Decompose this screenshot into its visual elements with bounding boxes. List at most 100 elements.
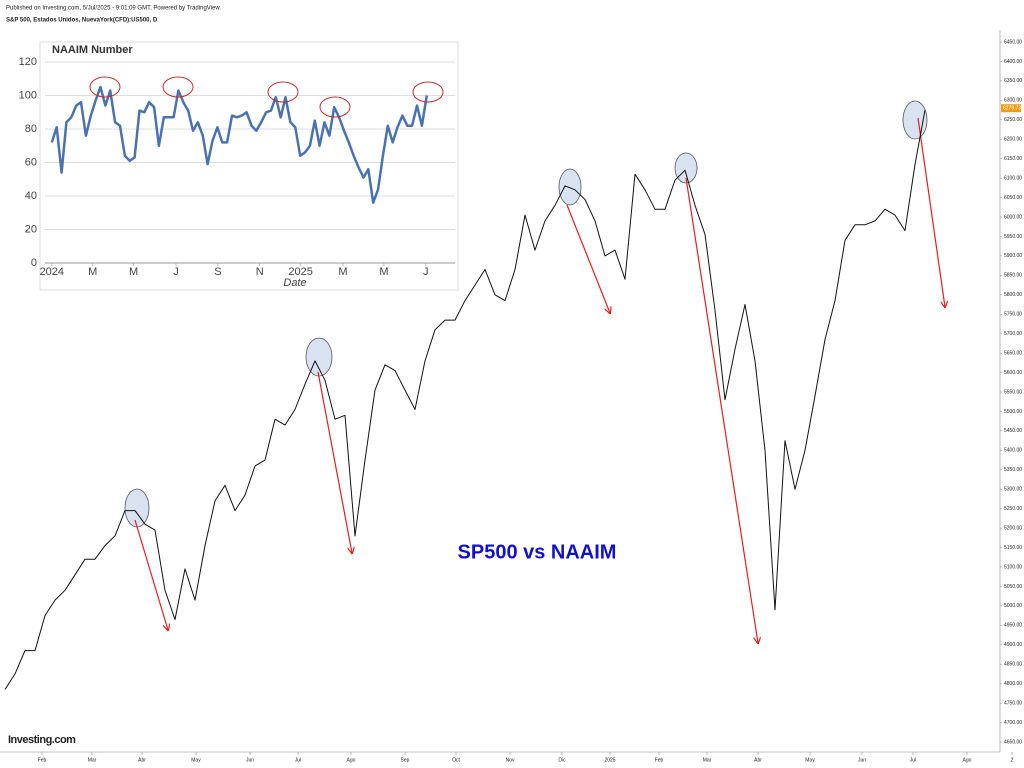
circle [412,81,444,103]
y-tick-label: 6100.00 [1004,175,1022,181]
x-tick-label: M [379,266,388,278]
price-line [4,110,926,690]
y-tick-label: 4750.00 [1004,700,1022,706]
x-tick-label: Ago [347,757,356,763]
y-tick-label: 5700.00 [1004,331,1022,337]
y-tick-label: 5650.00 [1004,350,1022,356]
y-tick-label: 5350.00 [1004,467,1022,473]
y-tick-label: 5900.00 [1004,253,1022,259]
x-tick-label: N [256,266,264,278]
price-tag-label: 6279.73 [1003,106,1021,112]
arrow [566,204,610,313]
circle [89,76,121,98]
annotation: SP500 vs NAAIM [458,541,617,563]
y-tick-label: 6050.00 [1004,195,1022,201]
y-tick-label: 60 [25,156,37,168]
y-tick-label: 5750.00 [1004,312,1022,318]
circle [162,76,194,98]
y-tick-label: 5150.00 [1004,545,1022,551]
y-tick-label: 5450.00 [1004,428,1022,434]
y-tick-label: 4950.00 [1004,623,1022,629]
x-tick-label: Abr [754,757,762,763]
y-tick-label: 40 [25,190,37,202]
x-tick-label: M [129,266,138,278]
x-tick-label: 2 [1011,757,1014,763]
x-axis-label: Date [283,277,306,289]
x-tick-label: Nov [506,757,515,763]
highlight [305,337,333,377]
y-tick-label: 5550.00 [1004,389,1022,395]
y-tick-label: 5200.00 [1004,525,1022,531]
circle [267,81,299,103]
x-tick-label: J [423,266,429,278]
price-tag [1001,104,1021,113]
y-tick-label: 5100.00 [1004,564,1022,570]
y-tick-label: 6300.00 [1004,98,1022,104]
highlight [674,152,698,184]
y-tick-label: 0 [31,257,37,269]
y-tick-label: 5800.00 [1004,292,1022,298]
y-tick-label: 6150.00 [1004,156,1022,162]
x-tick-label: Feb [38,757,47,763]
y-tick-label: 6400.00 [1004,59,1022,65]
x-tick-label: M [338,266,347,278]
x-tick-label: Abr [138,757,146,763]
x-tick-label: Jul [295,757,301,763]
y-tick-label: 4650.00 [1004,739,1022,745]
y-tick-label: 120 [19,56,37,68]
arrow [134,519,168,630]
x-tick-label: 2025 [288,266,312,278]
y-tick-label: 5500.00 [1004,409,1022,415]
x-tick-label: Mar [703,757,712,763]
arrow [917,117,945,307]
y-tick-label: 6000.00 [1004,214,1022,220]
y-tick-label: 5600.00 [1004,370,1022,376]
x-tick-label: Jul [910,757,916,763]
arrows [134,117,945,643]
y-tick-label: 5400.00 [1004,448,1022,454]
symbol-label: S&P 500, Estados Unidos, NuevaYork(CFD):… [6,18,158,24]
price-line [50,85,429,204]
y-tick-label: 20 [25,223,37,235]
x-tick-label: May [191,757,201,763]
x-tick-label: Dic [558,757,566,763]
y-tick-label: 5250.00 [1004,506,1022,512]
x-tick-label: Sep [401,757,410,763]
y-tick-label: 4850.00 [1004,662,1022,668]
y-tick-label: 4800.00 [1004,681,1022,687]
x-tick-label: Ago [963,757,972,763]
x-tick-label: 2025 [604,757,615,763]
chart-title: NAAIM Number [52,44,133,56]
y-tick-label: 5300.00 [1004,487,1022,493]
published-note: Published on Investing.com, 5/Jul/2025 -… [6,6,221,12]
y-tick-label: 5950.00 [1004,234,1022,240]
y-tick-label: 100 [19,89,37,101]
x-tick-label: Jun [246,757,254,763]
y-tick-label: 6350.00 [1004,78,1022,84]
x-tick-label: Jun [858,757,866,763]
highlight [558,168,582,206]
x-tick-label: 2024 [40,266,64,278]
circle [319,96,351,118]
x-tick-label: Oct [452,757,460,763]
arrow [317,371,352,553]
y-tick-label: 6250.00 [1004,117,1022,123]
inset-circles [89,76,444,118]
x-tick-label: Mar [88,757,97,763]
x-tick-label: May [805,757,815,763]
y-tick-label: 5050.00 [1004,584,1022,590]
y-tick-label: 6200.00 [1004,137,1022,143]
x-tick-label: Feb [655,757,664,763]
y-tick-label: 80 [25,123,37,135]
y-tick-label: 5850.00 [1004,273,1022,279]
x-tick-label: S [214,266,221,278]
arrow [685,177,758,643]
y-tick-label: 4900.00 [1004,642,1022,648]
x-tick-label: M [88,266,97,278]
y-tick-label: 4700.00 [1004,720,1022,726]
inset-frame [39,41,459,291]
charts: 6450.00 6400.00 6350.00 6300.00 6250.00 6200.… [0,30,1022,763]
y-tick-label: 5000.00 [1004,603,1022,609]
highlight [124,488,150,528]
